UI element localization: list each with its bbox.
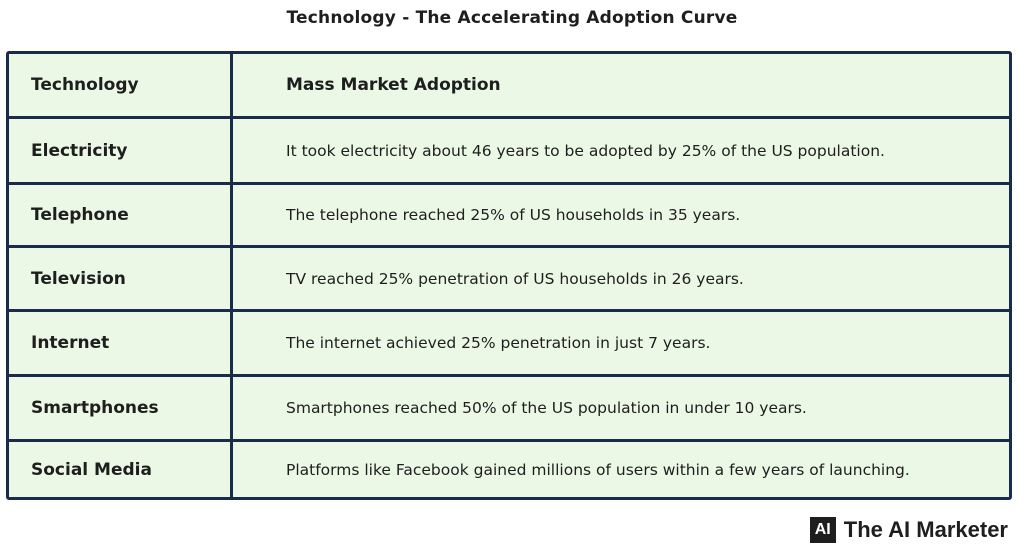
table-row-telephone: Telephone The telephone reached 25% of U… xyxy=(9,182,1009,245)
table-row-smartphones: Smartphones Smartphones reached 50% of t… xyxy=(9,374,1009,439)
table-row-internet: Internet The internet achieved 25% penet… xyxy=(9,309,1009,374)
header-adoption: Mass Market Adoption xyxy=(286,75,501,95)
page-title: Technology - The Accelerating Adoption C… xyxy=(286,8,738,28)
technology-cell: Social Media xyxy=(31,459,152,480)
adoption-cell: Smartphones reached 50% of the US popula… xyxy=(286,399,807,417)
adoption-cell: Platforms like Facebook gained millions … xyxy=(286,460,910,479)
adoption-cell: The internet achieved 25% penetration in… xyxy=(286,334,711,352)
table-row-electricity: Electricity It took electricity about 46… xyxy=(9,116,1009,182)
column-divider xyxy=(230,54,233,497)
adoption-cell: TV reached 25% penetration of US househo… xyxy=(286,269,744,288)
adoption-cell: It took electricity about 46 years to be… xyxy=(286,141,885,160)
adoption-table: Technology Mass Market Adoption Electric… xyxy=(6,51,1012,500)
table-header-row: Technology Mass Market Adoption xyxy=(9,54,1009,116)
table-row-social-media: Social Media Platforms like Facebook gai… xyxy=(9,439,1009,497)
technology-cell: Telephone xyxy=(31,205,129,225)
technology-cell: Electricity xyxy=(31,140,128,161)
technology-cell: Internet xyxy=(31,333,110,353)
table-row-television: Television TV reached 25% penetration of… xyxy=(9,245,1009,309)
brand-watermark: AI The AI Marketer xyxy=(809,517,1008,543)
brand-name: The AI Marketer xyxy=(843,517,1008,542)
header-technology: Technology xyxy=(31,75,139,95)
brand-logo-icon: AI xyxy=(809,517,836,543)
technology-cell: Television xyxy=(31,268,126,289)
adoption-cell: The telephone reached 25% of US househol… xyxy=(286,206,741,224)
technology-cell: Smartphones xyxy=(31,398,159,418)
